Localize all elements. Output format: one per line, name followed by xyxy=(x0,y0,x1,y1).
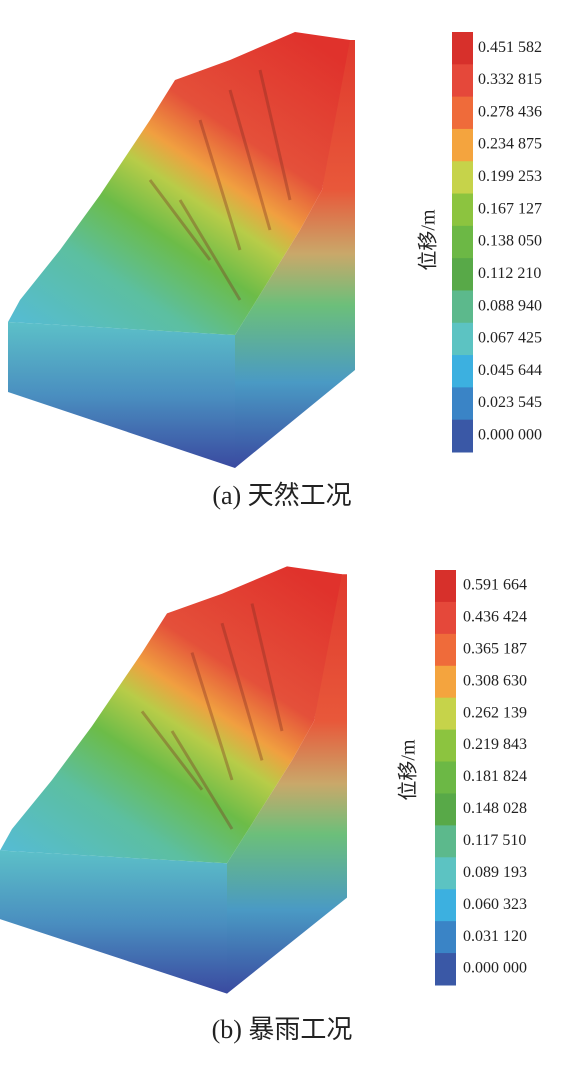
colorbar-segment xyxy=(435,570,456,603)
legend-label: 0.308 630 xyxy=(463,672,527,689)
colorbar-segment xyxy=(452,193,473,227)
legend-label: 0.591 664 xyxy=(463,577,527,594)
legend-label: 0.088 940 xyxy=(478,297,542,314)
legend-label: 0.365 187 xyxy=(463,640,527,657)
colorbar-segment xyxy=(452,128,473,162)
colorbar-segment xyxy=(435,729,456,763)
legend-title: 位移/m xyxy=(397,739,420,801)
legend-title: 位移/m xyxy=(417,209,440,271)
colorbar-segment xyxy=(435,697,456,731)
caption: (b) 暴雨工况 xyxy=(212,1015,353,1044)
legend-label: 0.262 139 xyxy=(463,704,527,721)
slope-model xyxy=(0,564,349,996)
legend-label: 0.278 436 xyxy=(478,103,542,120)
colorbar-segment xyxy=(435,665,456,699)
colorbar-segment xyxy=(452,225,473,259)
colorbar-segment xyxy=(452,64,473,98)
legend-label: 0.332 815 xyxy=(478,71,542,88)
colorbar-segment xyxy=(452,355,473,388)
colorbar-segment xyxy=(452,387,473,421)
legend-label: 0.045 644 xyxy=(478,362,542,379)
legend-label: 0.000 000 xyxy=(478,427,542,444)
colorbar-segment xyxy=(435,921,456,954)
colorbar-segment xyxy=(435,601,456,635)
colorbar-segment xyxy=(452,32,473,65)
legend-label: 0.060 323 xyxy=(463,896,527,913)
colorbar-segment xyxy=(452,96,473,130)
legend-label: 0.436 424 xyxy=(463,609,527,626)
colorbar-segment xyxy=(452,322,473,356)
legend-label: 0.000 000 xyxy=(463,960,527,977)
colorbar-segment xyxy=(452,161,473,195)
legend-label: 0.023 545 xyxy=(478,394,542,411)
caption: (a) 天然工况 xyxy=(212,481,351,510)
colorbar-segment xyxy=(452,290,473,324)
colorbar-segment xyxy=(435,793,456,826)
legend-label: 0.451 582 xyxy=(478,39,542,56)
colorbar-segment xyxy=(452,419,473,453)
legend-label: 0.138 050 xyxy=(478,233,542,250)
legend-label: 0.089 193 xyxy=(463,864,527,881)
legend-label: 0.117 510 xyxy=(463,832,526,849)
colorbar-segment xyxy=(435,953,456,986)
colorbar-segment xyxy=(435,633,456,667)
legend-label: 0.148 028 xyxy=(463,800,527,817)
legend-label: 0.234 875 xyxy=(478,136,542,153)
colorbar-segment xyxy=(435,889,456,922)
legend-label: 0.167 127 xyxy=(478,200,542,217)
colorbar-segment xyxy=(435,761,456,794)
slope-model xyxy=(6,30,357,470)
legend-label: 0.067 425 xyxy=(478,330,542,347)
legend-label: 0.112 210 xyxy=(478,265,541,282)
colorbar-segment xyxy=(452,258,473,291)
legend-label: 0.219 843 xyxy=(463,736,527,753)
colorbar-segment xyxy=(435,825,456,858)
legend-label: 0.031 120 xyxy=(463,928,527,945)
legend-label: 0.181 824 xyxy=(463,768,527,785)
legend-label: 0.199 253 xyxy=(478,168,542,185)
colorbar-segment xyxy=(435,857,456,890)
